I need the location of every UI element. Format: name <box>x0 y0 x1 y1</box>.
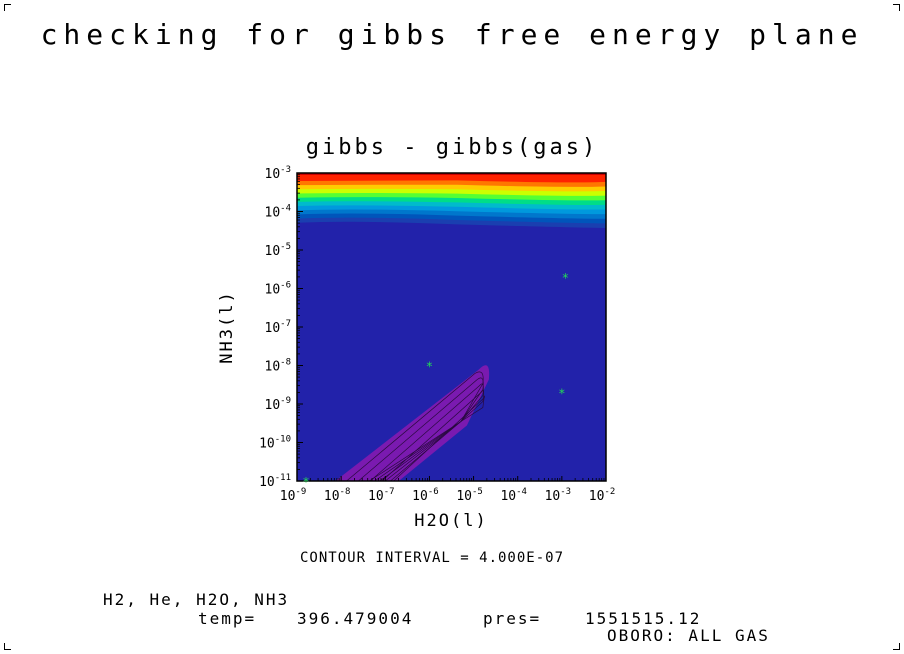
data-markers: * * * * <box>302 271 569 489</box>
y-tick-label: 10-8 <box>265 358 292 375</box>
contour-interval-note: CONTOUR INTERVAL = 4.000E-07 <box>300 550 565 566</box>
y-tick-label: 10-7 <box>265 319 292 336</box>
pres-label: pres= <box>483 609 542 628</box>
page-title: checking for gibbs free energy plane <box>40 18 864 51</box>
corner-mark <box>4 643 11 650</box>
y-tick-label: 10-4 <box>265 204 292 221</box>
contour-band-top <box>297 173 606 175</box>
x-tick-label: 10-2 <box>589 487 616 504</box>
contour-band <box>297 173 606 183</box>
temp-value: 396.479004 <box>297 609 414 628</box>
x-tick-label: 10-8 <box>324 487 351 504</box>
data-point-marker: * <box>558 386 565 400</box>
y-tick-label: 10-11 <box>259 473 291 490</box>
chart-title: gibbs - gibbs(gas) <box>305 135 599 160</box>
data-point-marker: * <box>302 475 309 489</box>
contour-line <box>368 395 485 481</box>
footer-note: OBORO: ALL GAS <box>607 626 770 645</box>
contour-line <box>373 389 485 481</box>
contour-line <box>369 383 484 481</box>
y-tick-label: 10-10 <box>259 435 291 452</box>
y-tick-label: 10-5 <box>265 242 292 259</box>
y-axis-label: NH3(l) <box>217 290 237 363</box>
x-tick-label: 10-4 <box>500 487 527 504</box>
y-tick-label: 10-9 <box>265 396 292 413</box>
contour-lobe <box>335 365 490 481</box>
corner-mark <box>893 643 900 650</box>
species-list: H2, He, H2O, NH3 <box>103 590 290 609</box>
x-tick-label: 10-6 <box>412 487 439 504</box>
y-tick-label: 10-6 <box>265 281 292 298</box>
data-point-marker: * <box>562 271 569 285</box>
data-point-marker: * <box>426 360 433 374</box>
x-tick-label: 10-5 <box>456 487 483 504</box>
y-axis: 10-11 10-10 10-9 10-8 10-7 10-6 10-5 10-4 10-3 <box>259 165 303 490</box>
contour-line <box>357 377 484 481</box>
x-axis-label: H2O(l) <box>414 511 487 531</box>
x-axis: 10-9 10-8 10-7 10-6 10-5 10-4 10-3 10-2 <box>280 476 616 504</box>
contour-bands <box>297 173 606 229</box>
y-tick-label: 10-3 <box>265 165 292 182</box>
x-tick-label: 10-3 <box>545 487 572 504</box>
temp-label: temp= <box>198 609 257 628</box>
x-tick-label: 10-7 <box>368 487 395 504</box>
pres-value: 1551515.12 <box>585 609 702 628</box>
corner-mark <box>4 4 11 11</box>
contour-line <box>346 371 484 481</box>
x-tick-label: 10-9 <box>280 487 307 504</box>
corner-mark <box>893 4 900 11</box>
